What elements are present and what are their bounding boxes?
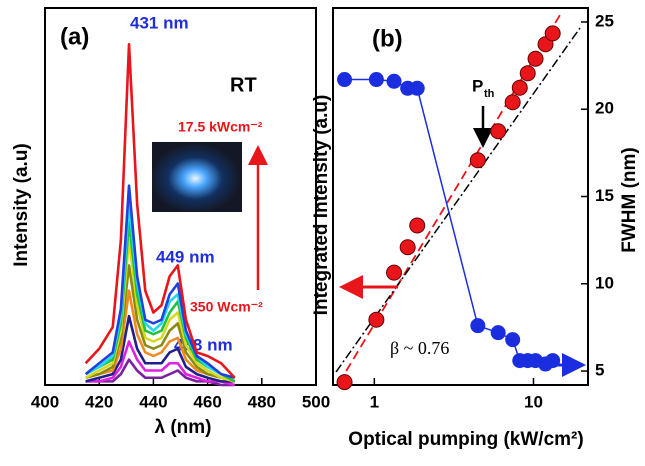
x-tick-label: 480 — [248, 392, 276, 411]
point — [505, 332, 521, 348]
y2-tick-label: 20 — [595, 99, 614, 118]
annotation: 449 nm — [156, 247, 215, 266]
spectrum — [84, 42, 236, 379]
panel-label: (b) — [372, 25, 403, 52]
point — [545, 353, 561, 369]
y-axis-label: Integrated Intensity (a.u) — [311, 95, 332, 316]
point — [527, 50, 544, 67]
point — [386, 73, 402, 89]
spectrum — [85, 289, 236, 383]
point — [386, 264, 403, 281]
point — [368, 311, 385, 328]
annotation: 17.5 kWcm⁻² — [178, 119, 263, 135]
y2-tick-label: 5 — [595, 361, 604, 380]
annotation: RT — [230, 74, 257, 96]
point — [470, 318, 486, 334]
point — [490, 325, 506, 341]
point — [368, 72, 384, 88]
x-tick-label: 400 — [31, 392, 59, 411]
y-axis-label: Intensity (a.u) — [11, 143, 32, 267]
annotation: 431 nm — [130, 13, 189, 32]
panel-label: (a) — [60, 23, 89, 50]
annotation: th — [484, 88, 495, 100]
x-axis-label: Optical pumping (kW/cm²) — [348, 429, 583, 450]
y2-tick-label: 25 — [595, 11, 614, 30]
y2-tick-label: 10 — [595, 273, 614, 292]
x-tick-label: 1 — [370, 392, 379, 411]
spectrum — [85, 264, 236, 383]
point — [399, 239, 416, 256]
point — [409, 80, 425, 96]
annotation: P — [472, 76, 483, 95]
point — [409, 217, 426, 234]
inset-photo — [152, 142, 242, 212]
point — [336, 374, 353, 391]
point — [337, 72, 353, 88]
point — [490, 123, 507, 140]
y2-tick-label: 15 — [595, 186, 614, 205]
spectrum — [85, 314, 235, 383]
x-axis-label: λ (nm) — [155, 417, 212, 438]
y2-axis-label: FWHM (nm) — [619, 147, 640, 253]
point — [519, 65, 536, 82]
x-tick-label: 10 — [524, 392, 543, 411]
point — [504, 94, 521, 111]
annotation: β ~ 0.76 — [390, 338, 449, 358]
x-tick-label: 500 — [302, 392, 330, 411]
x-tick-label: 460 — [193, 392, 221, 411]
point — [544, 25, 561, 42]
x-tick-label: 440 — [139, 392, 167, 411]
spectrum — [85, 340, 236, 387]
x-tick-label: 420 — [85, 392, 113, 411]
spectrum — [84, 184, 236, 380]
point — [511, 79, 528, 96]
frame-a — [44, 7, 317, 386]
annotation: 350 Wcm⁻² — [190, 299, 263, 315]
spectrum — [85, 358, 235, 387]
point — [469, 152, 486, 169]
